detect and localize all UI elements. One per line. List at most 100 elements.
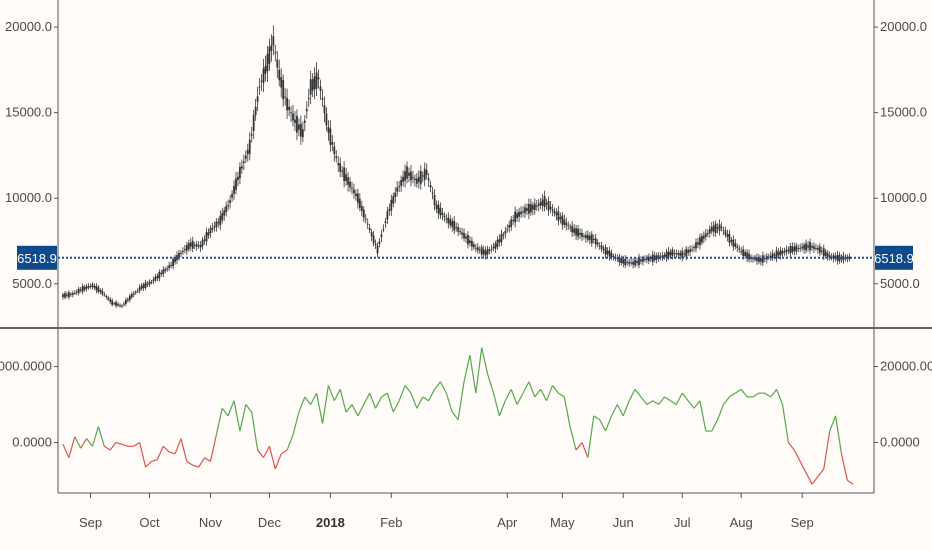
candle-body [520,211,522,215]
candle-body [386,211,389,220]
indicator-segment [817,468,825,477]
candle-body [388,209,391,212]
indicator-segment [316,393,324,424]
candle-body [270,45,273,51]
candle-body [317,77,320,80]
candle-body [563,219,566,225]
x-tick-label: Nov [199,515,223,530]
indicator-segment [628,389,636,401]
candle-body [286,97,289,111]
candle-body [170,264,173,266]
indicator-segment [693,400,701,409]
candle-body [708,229,711,234]
candle-body [518,211,520,217]
candle-body [193,244,196,246]
indicator-segment [381,392,388,398]
candle-body [669,252,672,256]
candle-body [585,235,587,239]
price-pane[interactable] [62,25,851,309]
candle-body [508,224,511,228]
candle-body [140,285,143,289]
candle-body [201,239,204,247]
indicator-segment [369,392,377,409]
candle-body [590,233,593,244]
indicator-segment [62,444,70,458]
candle-body [77,288,80,294]
candle-body [178,252,180,258]
indicator-segment [634,388,642,398]
indicator-segment [546,385,554,401]
indicator-segment [605,415,613,432]
candle-body [567,225,570,227]
candle-body [701,236,703,243]
candle-body [239,166,241,179]
candle-body [419,171,422,185]
candle-body [298,124,300,130]
candle-body [771,253,774,259]
candle-body [183,249,186,251]
candle-body [801,246,804,249]
candle-body [848,256,851,260]
candle-body [235,178,237,190]
candle-body [630,262,633,264]
candle-body [258,86,261,88]
candle-body [797,248,800,250]
candle-body [478,249,481,251]
indicator-segment [469,355,477,394]
y-tick-label-left: 15000.0 [5,105,52,120]
indicator-segment [286,434,294,451]
candle-body [756,257,758,262]
candle-body [356,193,359,203]
candle-body [380,234,383,238]
candle-body [223,210,226,216]
indicator-segment [410,392,418,409]
candle-body [789,246,792,254]
candle-body [125,299,127,304]
indicator-segment [363,392,371,405]
indicator-segment [599,419,607,432]
indicator-segment [492,392,501,417]
candle-body [189,242,192,247]
candle-body [339,163,342,172]
indicator-segment [115,441,123,445]
candle-body [335,156,338,158]
candle-body [150,281,153,283]
candle-body [761,255,764,263]
candle-body [205,232,208,242]
x-tick-label: Oct [139,515,160,530]
indicator-segment [729,392,736,398]
candle-body [463,232,465,239]
candle-body [437,204,440,214]
candle-body [421,175,424,177]
candle-body [498,239,501,243]
indicator-segment [664,396,671,402]
indicator-pane[interactable] [62,347,854,485]
candle-body [144,282,147,288]
candle-body [294,119,296,123]
candle-body [211,227,214,230]
candle-body [252,115,255,131]
candle-body [400,179,403,186]
indicator-segment [321,385,329,424]
candle-body [742,249,745,256]
candle-body [640,259,642,262]
candle-body [777,252,780,256]
candle-body [225,206,228,213]
candle-body [132,293,135,295]
indicator-segment [552,385,559,394]
candle-body [166,268,169,270]
x-tick-label: May [550,515,575,530]
candle-body [449,219,452,226]
candle-body [66,294,68,296]
candle-body [844,257,847,259]
candle-body [412,177,414,179]
indicator-segment [239,404,247,432]
candle-body [602,249,605,251]
y-tick-label-left: 5000.0 [12,276,52,291]
candle-body [522,211,524,213]
x-tick-label: 2018 [316,515,345,530]
candle-body [176,255,178,261]
candle-body [242,161,245,164]
candle-body [559,217,562,220]
candle-body [728,233,731,243]
